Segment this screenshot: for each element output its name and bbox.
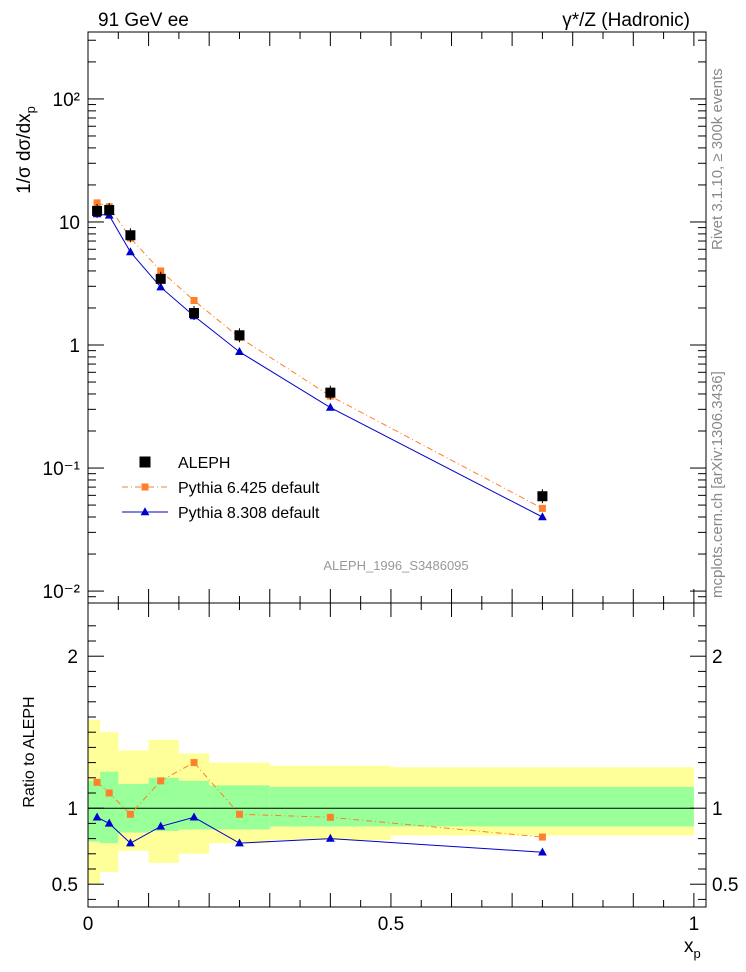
legend-marker-0: [139, 456, 151, 468]
mcplots-label: mcplots.cern.ch [arXiv:1306.3436]: [709, 371, 726, 598]
ratio-pythia8-point-5: [235, 838, 244, 847]
ratio-pythia6-point-4: [190, 759, 198, 767]
main-aleph-point-5: [234, 330, 245, 341]
ratio-pythia6-point-7: [538, 833, 546, 841]
main-aleph-point-2: [125, 230, 136, 241]
main-ytick-label-3: 10: [59, 213, 80, 234]
legend-marker-2: [140, 507, 150, 516]
inner-band-4: [178, 780, 210, 830]
ratio-frame: [87, 602, 707, 908]
ratio-ylabel: Ratio to ALEPH: [21, 696, 38, 807]
main-pythia6-line: [96, 202, 543, 509]
ratio-pythia8-point-4: [189, 812, 199, 821]
ratio-pythia6-point-1: [105, 789, 113, 797]
ratio-ytick-label-1: 1: [67, 799, 78, 820]
main-aleph-point-7: [537, 491, 548, 502]
main-ytick-label-0: 10⁻²: [43, 582, 81, 603]
main-aleph-point-0: [92, 205, 103, 216]
ratio-panel: 0.5 0.51 12 20 0.5 1: [52, 602, 738, 935]
main-panel: 10⁻² 10⁻¹ 1 10 10²: [43, 31, 707, 604]
inner-band-0: [88, 780, 101, 842]
legend: ALEPH Pythia 6.425 default Pythia 8.308 de…: [122, 455, 320, 522]
ratio-pythia8-point-0: [92, 812, 102, 821]
ratio-ytick-label-right-0: 0.5: [712, 875, 738, 896]
legend-label-1: Pythia 6.425 default: [178, 480, 320, 497]
ratio-ytick-label-0: 0.5: [52, 875, 78, 896]
main-pythia8-line: [97, 213, 543, 518]
inner-band-5: [209, 785, 270, 830]
xtick-label-1: 0.5: [378, 914, 404, 935]
inner-band-3: [148, 777, 179, 831]
main-ytick-label-2: 1: [69, 336, 80, 357]
ratio-xlabel: xp: [684, 936, 701, 961]
header-right: γ*/Z (Hadronic): [562, 10, 690, 31]
xtick-label-2: 1: [689, 914, 700, 935]
ratio-ytick-label-right-2: 2: [712, 647, 723, 668]
ratio-pythia6-point-2: [126, 810, 134, 818]
ratio-ytick-label-right-1: 1: [712, 799, 723, 820]
ratio-pythia6-line: [96, 761, 543, 838]
main-pythia6-point-7: [538, 504, 546, 512]
main-aleph-point-1: [104, 205, 115, 216]
xtick-label-0: 0: [83, 914, 94, 935]
ratio-pythia6-point-6: [326, 813, 334, 821]
ratio-ytick-label-2: 2: [67, 647, 78, 668]
main-pythia8-point-2: [126, 247, 135, 256]
main-aleph-point-4: [189, 308, 200, 319]
legend-label-2: Pythia 8.308 default: [178, 505, 320, 522]
ratio-pythia8-line: [96, 816, 543, 853]
inner-band-1: [100, 771, 119, 844]
main-pythia8-point-3: [156, 282, 166, 291]
main-ytick-label-4: 10²: [53, 90, 80, 111]
main-pythia8-point-6: [325, 402, 335, 411]
legend-label-0: ALEPH: [178, 455, 230, 472]
main-ytick-label-1: 10⁻¹: [43, 459, 81, 480]
ratio-pythia6-point-3: [157, 777, 165, 785]
main-pythia6-point-4: [190, 297, 198, 305]
main-pythia6-point-3: [157, 267, 165, 275]
main-pythia8-point-5: [235, 347, 244, 356]
ratio-pythia8-point-6: [325, 833, 335, 842]
header-left: 91 GeV ee: [98, 10, 189, 31]
legend-marker-1: [141, 483, 149, 491]
main-aleph-point-6: [325, 387, 336, 398]
ratio-pythia8-point-2: [126, 838, 135, 847]
analysis-id: ALEPH_1996_S3486095: [323, 558, 468, 573]
ratio-pythia6-point-5: [235, 810, 243, 818]
ratio-pythia8-point-1: [104, 818, 114, 827]
ratio-pythia8-point-7: [538, 847, 547, 856]
main-aleph-point-3: [155, 273, 166, 284]
main-ylabel: 1/σ dσ/dxp: [14, 106, 38, 194]
ratio-pythia6-point-0: [93, 778, 101, 786]
ratio-pythia8-point-3: [156, 821, 166, 830]
main-pythia6-point-0: [93, 199, 101, 207]
rivet-label: Rivet 3.1.10, ≥ 300k events: [709, 68, 726, 250]
main-pythia8-point-7: [538, 512, 547, 521]
inner-band-7: [390, 786, 694, 827]
